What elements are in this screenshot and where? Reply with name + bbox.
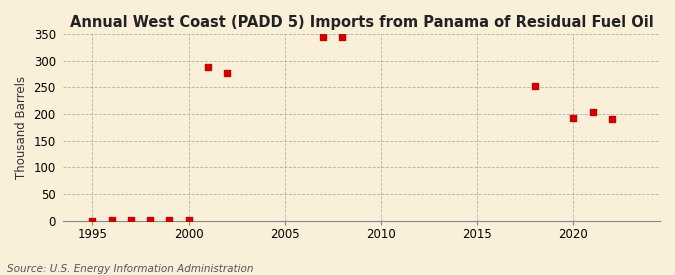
Point <box>221 71 232 75</box>
Point <box>87 219 98 223</box>
Y-axis label: Thousand Barrels: Thousand Barrels <box>15 76 28 179</box>
Point <box>318 35 329 39</box>
Point <box>337 35 348 39</box>
Point <box>106 218 117 222</box>
Point <box>183 218 194 222</box>
Point <box>202 65 213 69</box>
Point <box>529 84 540 88</box>
Point <box>144 218 155 222</box>
Text: Source: U.S. Energy Information Administration: Source: U.S. Energy Information Administ… <box>7 264 253 274</box>
Point <box>568 116 578 120</box>
Title: Annual West Coast (PADD 5) Imports from Panama of Residual Fuel Oil: Annual West Coast (PADD 5) Imports from … <box>70 15 653 30</box>
Point <box>607 117 618 121</box>
Point <box>126 218 136 222</box>
Point <box>164 218 175 222</box>
Point <box>587 110 598 115</box>
